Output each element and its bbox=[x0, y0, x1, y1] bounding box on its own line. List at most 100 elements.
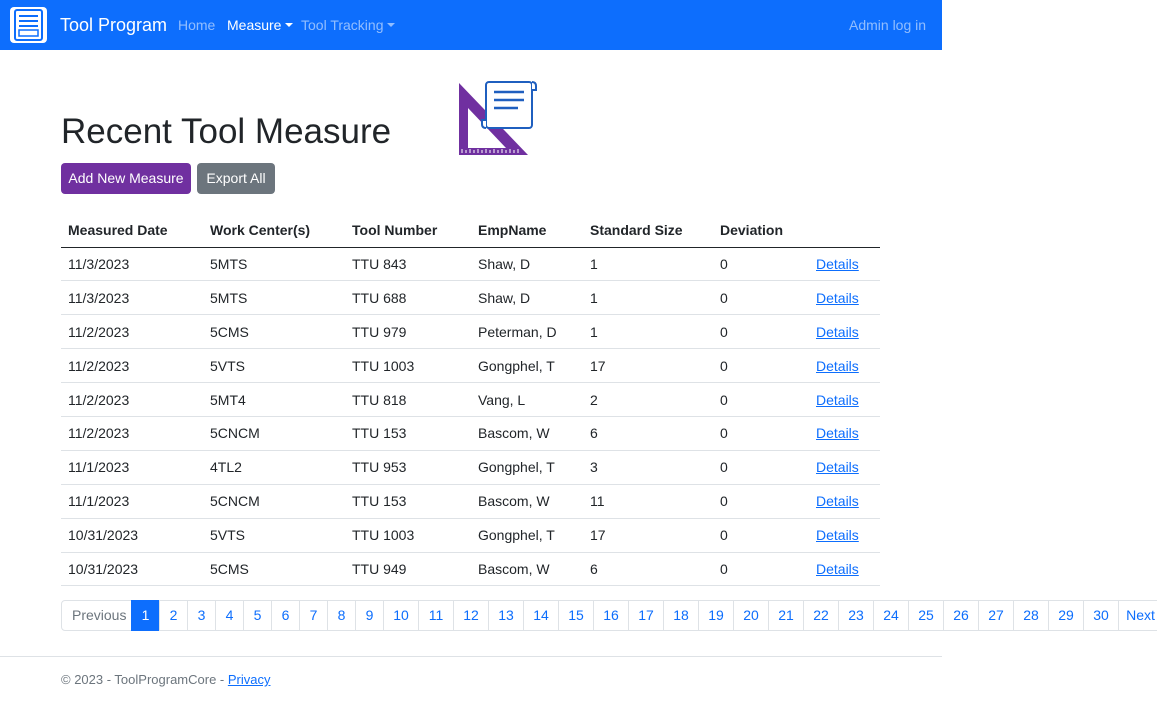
details-link[interactable]: Details bbox=[816, 357, 859, 374]
page-link-8[interactable]: 8 bbox=[327, 600, 356, 631]
chevron-down-icon bbox=[285, 23, 294, 27]
nav-tool-tracking-dropdown[interactable]: Tool Tracking bbox=[301, 17, 396, 33]
page-link-28[interactable]: 28 bbox=[1013, 600, 1049, 631]
column-header-emp-name: EmpName bbox=[471, 214, 583, 248]
details-link[interactable]: Details bbox=[816, 527, 859, 544]
standard-size-cell: 17 bbox=[583, 348, 713, 384]
measured-date-cell: 10/31/2023 bbox=[61, 552, 203, 587]
page-link-6[interactable]: 6 bbox=[271, 600, 300, 631]
measured-date-cell: 10/31/2023 bbox=[61, 518, 203, 553]
nav-measure-dropdown[interactable]: Measure bbox=[227, 17, 294, 33]
details-link[interactable]: Details bbox=[816, 323, 859, 340]
details-link[interactable]: Details bbox=[816, 255, 859, 272]
tool-number-cell: TTU 153 bbox=[345, 416, 471, 451]
page-link-4[interactable]: 4 bbox=[215, 600, 244, 631]
details-link[interactable]: Details bbox=[816, 391, 859, 408]
page-link-5[interactable]: 5 bbox=[243, 600, 272, 631]
details-link[interactable]: Details bbox=[816, 493, 859, 510]
emp-name-cell: Bascom, W bbox=[471, 552, 583, 587]
measured-date-cell: 11/2/2023 bbox=[61, 382, 203, 417]
measured-date-cell: 11/2/2023 bbox=[61, 416, 203, 451]
page-link-12[interactable]: 12 bbox=[453, 600, 489, 631]
standard-size-cell: 1 bbox=[583, 314, 713, 350]
measured-date-cell: 11/3/2023 bbox=[61, 280, 203, 316]
pagination-next[interactable]: Next bbox=[1118, 600, 1157, 631]
page-link-24[interactable]: 24 bbox=[873, 600, 909, 631]
details-link[interactable]: Details bbox=[816, 289, 859, 306]
details-cell: Details bbox=[809, 484, 880, 519]
page-link-21[interactable]: 21 bbox=[768, 600, 804, 631]
table-row: 11/2/2023 5VTS TTU 1003 Gongphel, T 17 0… bbox=[61, 348, 880, 384]
emp-name-cell: Gongphel, T bbox=[471, 348, 583, 384]
table-row: 11/3/2023 5MTS TTU 688 Shaw, D 1 0 Detai… bbox=[61, 280, 880, 316]
standard-size-cell: 17 bbox=[583, 518, 713, 553]
page-link-17[interactable]: 17 bbox=[628, 600, 664, 631]
table-row: 11/1/2023 4TL2 TTU 953 Gongphel, T 3 0 D… bbox=[61, 450, 880, 485]
table-row: 11/3/2023 5MTS TTU 843 Shaw, D 1 0 Detai… bbox=[61, 247, 880, 282]
admin-login-link[interactable]: Admin log in bbox=[849, 17, 927, 33]
page-link-19[interactable]: 19 bbox=[698, 600, 734, 631]
table-header-row: Measured Date Work Center(s) Tool Number… bbox=[61, 214, 880, 248]
tool-number-cell: TTU 979 bbox=[345, 314, 471, 350]
details-cell: Details bbox=[809, 348, 880, 384]
page-link-11[interactable]: 11 bbox=[418, 600, 454, 631]
chevron-down-icon bbox=[387, 23, 396, 27]
work-center-cell: 5MTS bbox=[203, 280, 345, 316]
page-link-15[interactable]: 15 bbox=[558, 600, 594, 631]
emp-name-cell: Gongphel, T bbox=[471, 450, 583, 485]
work-center-cell: 5CMS bbox=[203, 552, 345, 587]
page-link-2[interactable]: 2 bbox=[159, 600, 188, 631]
measure-illustration-icon bbox=[456, 78, 540, 158]
details-cell: Details bbox=[809, 382, 880, 417]
emp-name-cell: Peterman, D bbox=[471, 314, 583, 350]
deviation-cell: 0 bbox=[713, 450, 809, 485]
export-all-button[interactable]: Export All bbox=[197, 163, 275, 194]
standard-size-cell: 2 bbox=[583, 382, 713, 417]
page-link-14[interactable]: 14 bbox=[523, 600, 559, 631]
deviation-cell: 0 bbox=[713, 518, 809, 553]
emp-name-cell: Bascom, W bbox=[471, 484, 583, 519]
column-header-measured-date: Measured Date bbox=[61, 214, 203, 248]
navbar: Tool Program Home Measure Tool Tracking … bbox=[0, 0, 942, 50]
page-link-23[interactable]: 23 bbox=[838, 600, 874, 631]
details-link[interactable]: Details bbox=[816, 459, 859, 476]
emp-name-cell: Bascom, W bbox=[471, 416, 583, 451]
nav-home[interactable]: Home bbox=[178, 17, 216, 33]
emp-name-cell: Gongphel, T bbox=[471, 518, 583, 553]
measured-date-cell: 11/3/2023 bbox=[61, 247, 203, 282]
column-header-work-center: Work Center(s) bbox=[203, 214, 345, 248]
page-link-29[interactable]: 29 bbox=[1048, 600, 1084, 631]
page-link-7[interactable]: 7 bbox=[299, 600, 328, 631]
page-link-9[interactable]: 9 bbox=[355, 600, 384, 631]
page-link-25[interactable]: 25 bbox=[908, 600, 944, 631]
work-center-cell: 5MTS bbox=[203, 247, 345, 282]
page-link-1[interactable]: 1 bbox=[131, 600, 160, 631]
pagination-previous[interactable]: Previous bbox=[61, 600, 132, 631]
privacy-link[interactable]: Privacy bbox=[227, 672, 271, 687]
deviation-cell: 0 bbox=[713, 416, 809, 451]
page-link-16[interactable]: 16 bbox=[593, 600, 629, 631]
details-cell: Details bbox=[809, 518, 880, 553]
page-link-27[interactable]: 27 bbox=[978, 600, 1014, 631]
page-link-13[interactable]: 13 bbox=[488, 600, 524, 631]
details-cell: Details bbox=[809, 416, 880, 451]
add-new-measure-button[interactable]: Add New Measure bbox=[61, 163, 191, 194]
page-link-18[interactable]: 18 bbox=[663, 600, 699, 631]
page-link-20[interactable]: 20 bbox=[733, 600, 769, 631]
page-link-3[interactable]: 3 bbox=[187, 600, 216, 631]
table-row: 10/31/2023 5VTS TTU 1003 Gongphel, T 17 … bbox=[61, 518, 880, 553]
standard-size-cell: 1 bbox=[583, 280, 713, 316]
details-link[interactable]: Details bbox=[816, 560, 859, 577]
details-cell: Details bbox=[809, 280, 880, 316]
page-link-26[interactable]: 26 bbox=[943, 600, 979, 631]
page-link-10[interactable]: 10 bbox=[383, 600, 419, 631]
details-link[interactable]: Details bbox=[816, 425, 859, 442]
table-row: 11/2/2023 5CMS TTU 979 Peterman, D 1 0 D… bbox=[61, 314, 880, 350]
brand-name[interactable]: Tool Program bbox=[60, 15, 168, 35]
page-link-30[interactable]: 30 bbox=[1083, 600, 1119, 631]
column-header-deviation: Deviation bbox=[713, 214, 809, 248]
tool-program-logo-icon[interactable] bbox=[10, 7, 47, 43]
page-link-22[interactable]: 22 bbox=[803, 600, 839, 631]
standard-size-cell: 6 bbox=[583, 416, 713, 451]
standard-size-cell: 11 bbox=[583, 484, 713, 519]
